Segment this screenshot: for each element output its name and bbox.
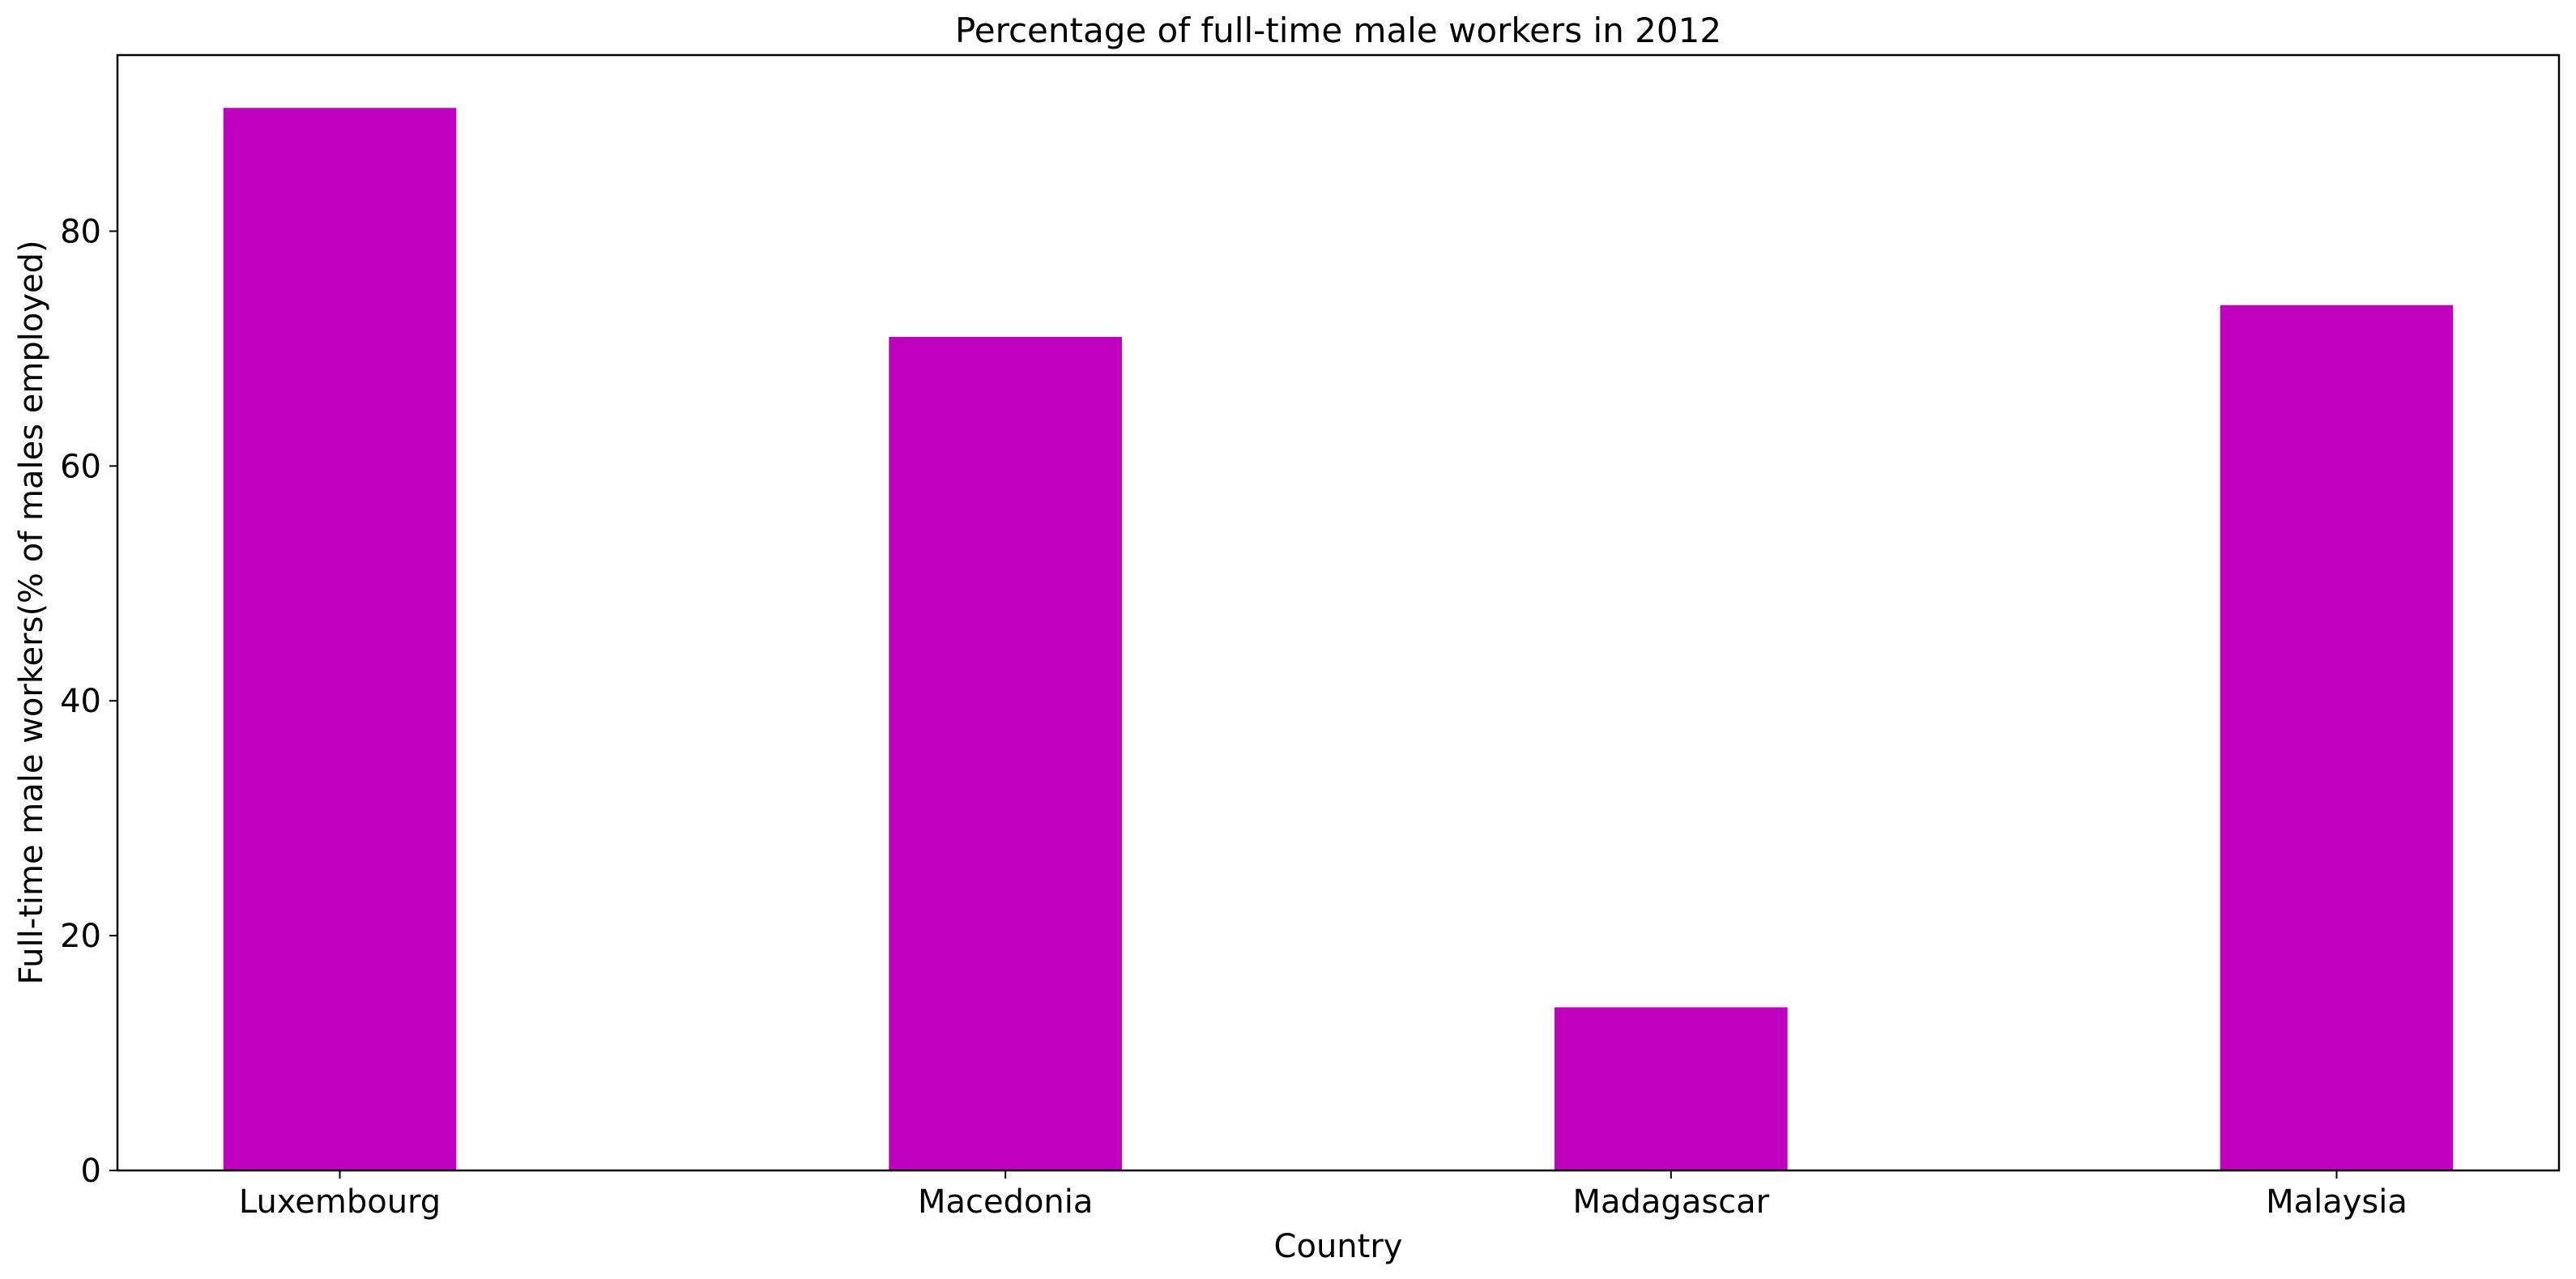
y-tick-label: 40 xyxy=(60,683,101,720)
plot-frame xyxy=(116,53,2561,1172)
bars-group xyxy=(223,108,2454,1171)
y-axis-label: Full-time male workers(% of males employ… xyxy=(13,240,50,984)
x-tick-label: Luxembourg xyxy=(239,1183,441,1221)
y-tick-label: 60 xyxy=(60,448,101,485)
bar-macedonia xyxy=(889,336,1122,1171)
y-tick-label: 0 xyxy=(81,1153,101,1190)
x-tick-label: Madagascar xyxy=(1573,1183,1770,1221)
y-tick-label: 80 xyxy=(60,213,101,250)
x-axis-ticks: Luxembourg Macedonia Madagascar Malaysia xyxy=(239,1170,2408,1221)
bar-malaysia xyxy=(2220,305,2454,1170)
x-tick-label: Malaysia xyxy=(2266,1183,2408,1221)
x-tick-label: Macedonia xyxy=(918,1183,1093,1221)
bar-madagascar xyxy=(1555,1007,1788,1170)
y-axis-ticks: 0 20 40 60 80 xyxy=(60,213,117,1190)
bar-luxembourg xyxy=(223,108,457,1170)
chart-title: Percentage of full-time male workers in … xyxy=(955,11,1721,50)
y-tick-label: 20 xyxy=(60,918,101,955)
x-axis-label: Country xyxy=(1274,1228,1403,1265)
